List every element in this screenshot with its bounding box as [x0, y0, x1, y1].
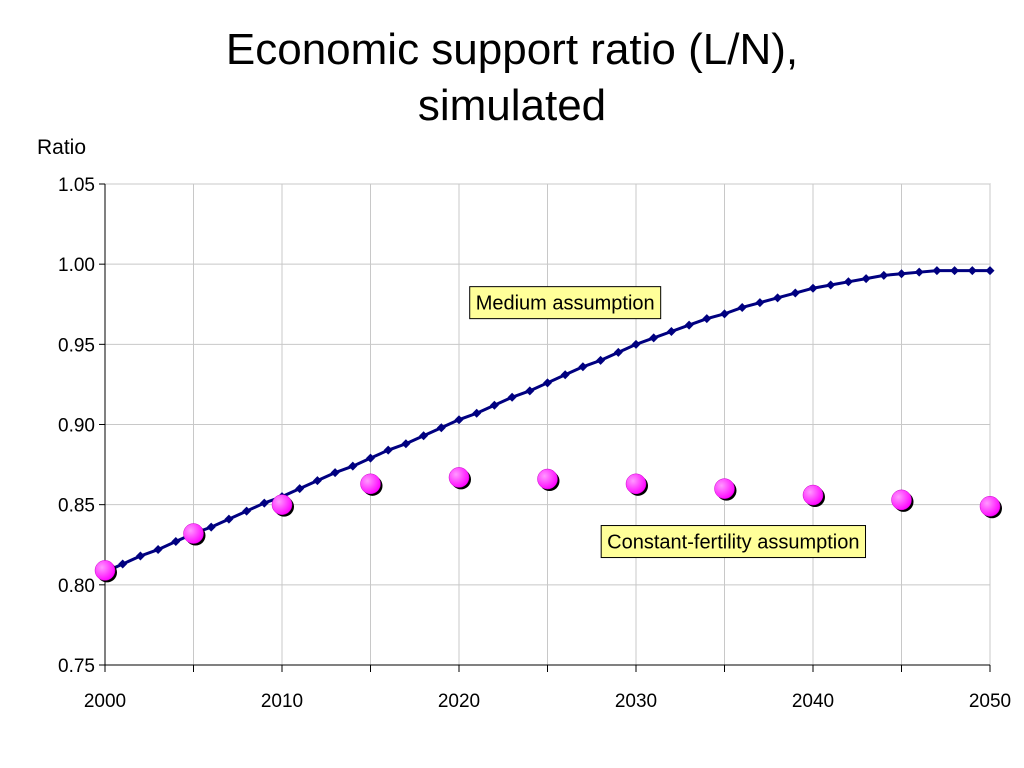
- data-point-diamond: [242, 506, 252, 516]
- axes: 0.75 0.80 0.85 0.90 0.95 1.00 1.05 2000 2010 2020…: [58, 175, 1011, 712]
- data-point-diamond: [171, 537, 181, 547]
- data-point-diamond: [401, 439, 411, 449]
- data-point-diamond: [897, 269, 906, 279]
- x-tick-label: 2000: [84, 691, 126, 712]
- x-tick-label: 2010: [261, 691, 303, 712]
- data-point-diamond: [631, 339, 641, 349]
- annotation-label: Medium assumption: [476, 293, 655, 315]
- chart-title-line-1: Economic support ratio (L/N),: [225, 25, 799, 74]
- annotation-box: [600, 525, 867, 559]
- data-point-circle: [537, 468, 558, 490]
- data-point-diamond: [826, 280, 836, 290]
- data-point-diamond: [861, 274, 871, 284]
- data-point-diamond: [295, 484, 305, 494]
- data-point-diamond: [737, 302, 747, 312]
- series: [94, 266, 1002, 583]
- data-point-diamond: [649, 333, 659, 343]
- data-point-diamond: [153, 545, 163, 555]
- y-tick-label: 0.90: [58, 416, 95, 437]
- data-point-diamond: [436, 423, 446, 433]
- gridlines: [104, 183, 991, 666]
- x-tick-label: 2020: [438, 691, 480, 712]
- chart-title: Economic support ratio (L/N), simulated: [0, 22, 1024, 134]
- data-point-diamond: [135, 551, 145, 561]
- data-point-diamond: [348, 461, 358, 471]
- data-point-diamond: [118, 559, 128, 569]
- data-point-diamond: [773, 293, 783, 303]
- y-tick-label: 0.95: [58, 335, 95, 356]
- annotation-label: Constant-fertility assumption: [607, 532, 859, 554]
- data-point-diamond: [702, 314, 712, 324]
- data-point-diamond: [755, 298, 765, 308]
- data-point-diamond: [967, 266, 977, 276]
- chart-title-line-2: simulated: [417, 81, 607, 130]
- y-tick-label: 1.00: [58, 255, 95, 276]
- data-point-diamond: [613, 347, 623, 357]
- data-point-diamond: [684, 320, 694, 330]
- y-tick-label: 0.80: [58, 576, 95, 597]
- data-point-diamond: [454, 415, 464, 425]
- data-point-diamond: [985, 266, 995, 276]
- data-point-diamond: [330, 468, 340, 478]
- data-point-diamond: [560, 370, 570, 380]
- data-point-diamond: [489, 400, 499, 410]
- data-point-diamond: [507, 392, 517, 402]
- x-tick-label: 2050: [969, 691, 1011, 712]
- y-tick-label: 0.75: [58, 656, 95, 677]
- annotation-box: [469, 286, 662, 320]
- data-point-diamond: [419, 431, 429, 441]
- data-point-circle: [448, 467, 470, 488]
- data-point-circle: [271, 494, 293, 515]
- data-point-circle: [891, 489, 912, 511]
- data-point-diamond: [543, 378, 552, 388]
- data-point-diamond: [879, 270, 889, 280]
- data-point-circle: [625, 473, 647, 495]
- data-point-diamond: [472, 408, 482, 418]
- data-point-circle: [183, 523, 204, 544]
- data-point-diamond: [932, 266, 942, 276]
- data-point-diamond: [914, 267, 924, 277]
- data-point-diamond: [224, 514, 234, 524]
- data-point-circle: [802, 484, 824, 506]
- data-point-diamond: [843, 277, 853, 287]
- data-point-diamond: [206, 522, 216, 532]
- data-point-diamond: [578, 362, 588, 372]
- data-point-circle: [979, 496, 1001, 517]
- data-point-diamond: [808, 283, 818, 293]
- x-tick-label: 2040: [792, 691, 834, 712]
- data-point-diamond: [950, 266, 960, 276]
- data-point-diamond: [666, 327, 676, 337]
- data-point-diamond: [366, 453, 375, 463]
- data-point-diamond: [383, 445, 393, 455]
- data-point-diamond: [720, 309, 729, 319]
- data-point-circle: [714, 478, 735, 499]
- data-point-circle: [94, 560, 116, 581]
- y-axis-label: Ratio: [37, 136, 87, 159]
- data-point-diamond: [259, 498, 269, 508]
- data-point-diamond: [596, 355, 606, 365]
- x-tick-label: 2030: [615, 691, 657, 712]
- data-point-diamond: [312, 476, 322, 486]
- y-tick-label: 1.05: [58, 175, 95, 196]
- annotations: Medium assumption Constant-fertility assu…: [469, 286, 867, 559]
- data-point-diamond: [525, 386, 535, 396]
- data-point-circle: [360, 473, 381, 495]
- y-tick-label: 0.85: [58, 496, 95, 517]
- data-point-diamond: [790, 288, 800, 298]
